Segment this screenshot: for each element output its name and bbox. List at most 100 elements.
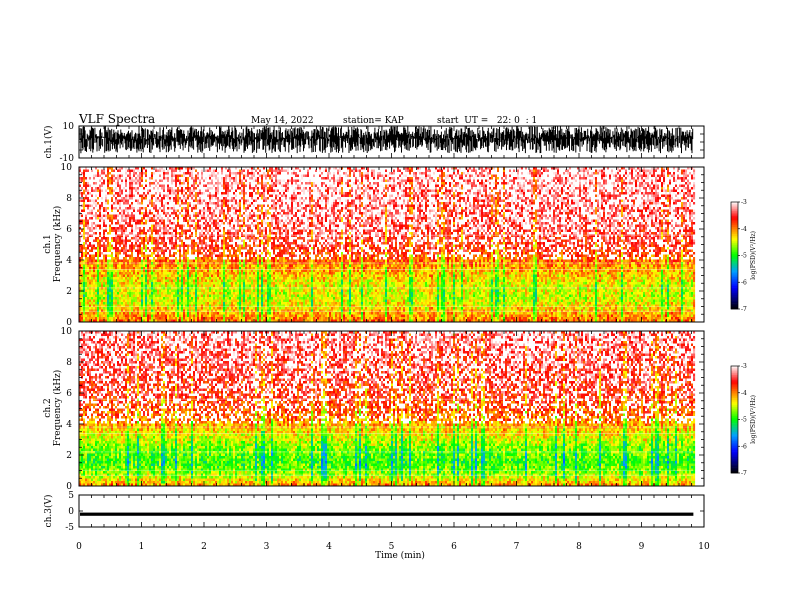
spectrogram-cell bbox=[139, 210, 141, 213]
spectrogram-cell bbox=[139, 217, 141, 220]
spectrogram-cell bbox=[81, 192, 83, 195]
spectrogram-cell bbox=[189, 182, 191, 185]
spectrogram-cell bbox=[201, 290, 203, 293]
spectrogram-cell bbox=[227, 172, 229, 175]
spectrogram-cell bbox=[81, 195, 83, 198]
spectrogram-cell bbox=[233, 175, 235, 178]
spectrogram-cell bbox=[173, 260, 175, 263]
spectrogram-cell bbox=[111, 247, 113, 250]
spectrogram-cell bbox=[87, 182, 89, 185]
spectrogram-cell bbox=[107, 182, 109, 185]
spectrogram-cell bbox=[137, 210, 139, 213]
spectrogram-cell bbox=[151, 247, 153, 250]
spectrogram-cell bbox=[97, 200, 99, 203]
spectrogram-cell bbox=[123, 270, 125, 273]
spectrogram-cell bbox=[161, 182, 163, 185]
spectrogram-cell bbox=[91, 272, 93, 275]
spectrogram-cell bbox=[99, 292, 101, 295]
spectrogram-cell bbox=[99, 265, 101, 268]
spectrogram-cell bbox=[165, 297, 167, 300]
spectrogram-cell bbox=[103, 185, 105, 188]
spectrogram-cell bbox=[145, 260, 147, 263]
spectrogram-cell bbox=[171, 310, 173, 313]
spectrogram-cell bbox=[103, 230, 105, 233]
spectrogram-cell bbox=[157, 222, 159, 225]
spectrogram-cell bbox=[139, 312, 141, 315]
spectrogram-cell bbox=[153, 212, 155, 215]
spectrogram-cell bbox=[91, 260, 93, 263]
spectrogram-cell bbox=[155, 280, 157, 283]
spectrogram-cell bbox=[135, 172, 137, 175]
spectrogram-cell bbox=[169, 232, 171, 235]
spectrogram-cell bbox=[189, 205, 191, 208]
spectrogram-cell bbox=[173, 177, 175, 180]
spectrogram-cell bbox=[89, 292, 91, 295]
spectrogram-cell bbox=[105, 240, 107, 243]
spectrogram-cell bbox=[147, 192, 149, 195]
spectrogram-cell bbox=[195, 192, 197, 195]
spectrogram-cell bbox=[155, 297, 157, 300]
spectrogram-cell bbox=[207, 295, 209, 298]
spectrogram-cell bbox=[209, 287, 211, 290]
spectrogram-cell bbox=[165, 225, 167, 228]
spectrogram-cell bbox=[109, 212, 111, 215]
spectrogram-cell bbox=[87, 210, 89, 213]
spectrogram-cell bbox=[177, 315, 179, 318]
spectrogram-cell bbox=[217, 275, 219, 278]
spectrogram-cell bbox=[89, 270, 91, 273]
spectrogram-cell bbox=[183, 277, 185, 280]
spectrogram-cell bbox=[171, 220, 173, 223]
spectrogram-cell bbox=[89, 197, 91, 200]
spectrogram-cell bbox=[143, 235, 145, 238]
spectrogram-cell bbox=[231, 312, 233, 315]
spectrogram-cell bbox=[221, 280, 223, 283]
spectrogram-cell bbox=[167, 232, 169, 235]
spectrogram-cell bbox=[121, 315, 123, 318]
spectrogram-cell bbox=[187, 250, 189, 253]
spectrogram-cell bbox=[185, 232, 187, 235]
spectrogram-cell bbox=[231, 210, 233, 213]
spectrogram-cell bbox=[157, 202, 159, 205]
spectrogram-cell bbox=[151, 255, 153, 258]
spectrogram-cell bbox=[187, 265, 189, 268]
spectrogram-cell bbox=[107, 277, 109, 280]
spectrogram-cell bbox=[207, 232, 209, 235]
spectrogram-cell bbox=[167, 247, 169, 250]
spectrogram-cell bbox=[157, 270, 159, 273]
spectrogram-cell bbox=[155, 242, 157, 245]
spectrogram-cell bbox=[103, 300, 105, 303]
spectrogram-cell bbox=[123, 312, 125, 315]
spectrogram-cell bbox=[207, 182, 209, 185]
spectrogram-cell bbox=[181, 317, 183, 320]
spectrogram-cell bbox=[211, 287, 213, 290]
spectrogram-cell bbox=[203, 207, 205, 210]
spectrogram-cell bbox=[227, 217, 229, 220]
spectrogram-cell bbox=[111, 215, 113, 218]
spectrogram-cell bbox=[117, 287, 119, 290]
spectrogram-cell bbox=[97, 312, 99, 315]
spectrogram-cell bbox=[205, 172, 207, 175]
spectrogram-cell bbox=[169, 277, 171, 280]
spectrogram-cell bbox=[223, 217, 225, 220]
spectrogram-cell bbox=[167, 265, 169, 268]
spectrogram-cell bbox=[117, 290, 119, 293]
spectrogram-cell bbox=[229, 277, 231, 280]
spectrogram-cell bbox=[177, 180, 179, 183]
spectrogram-cell bbox=[129, 277, 131, 280]
spectrogram-cell bbox=[109, 230, 111, 233]
spectrogram-cell bbox=[159, 242, 161, 245]
spectrogram-cell bbox=[103, 235, 105, 238]
spectrogram-cell bbox=[137, 250, 139, 253]
spectrogram-cell bbox=[175, 310, 177, 313]
spectrogram-cell bbox=[127, 237, 129, 240]
spectrogram-cell bbox=[149, 180, 151, 183]
spectrogram-cell bbox=[159, 295, 161, 298]
spectrogram-cell bbox=[89, 202, 91, 205]
spectrogram-cell bbox=[205, 190, 207, 193]
spectrogram-cell bbox=[145, 280, 147, 283]
spectrogram-cell bbox=[161, 292, 163, 295]
spectrogram-cell bbox=[187, 220, 189, 223]
spectrogram-cell bbox=[95, 290, 97, 293]
spectrogram-cell bbox=[207, 272, 209, 275]
spectrogram-cell bbox=[159, 190, 161, 193]
